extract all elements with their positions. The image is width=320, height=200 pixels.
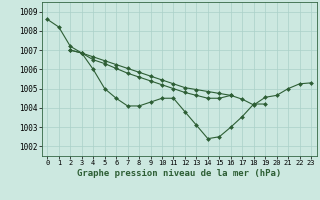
X-axis label: Graphe pression niveau de la mer (hPa): Graphe pression niveau de la mer (hPa) <box>77 169 281 178</box>
